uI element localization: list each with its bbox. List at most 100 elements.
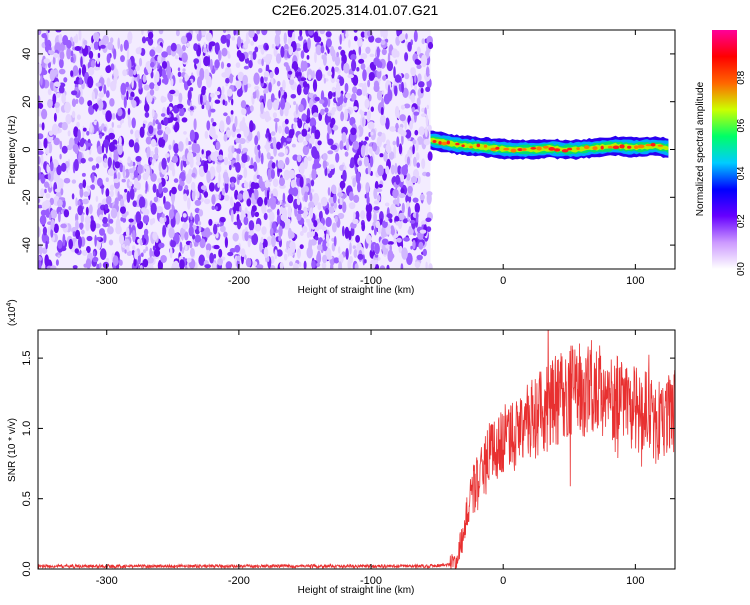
noise-speckle [264, 180, 271, 189]
noise-speckle [86, 235, 93, 242]
noise-speckle [339, 180, 346, 189]
noise-speckle [52, 93, 57, 105]
noise-speckle [251, 233, 259, 246]
noise-speckle [400, 130, 407, 137]
noise-speckle [229, 248, 236, 253]
noise-speckle [381, 132, 386, 143]
noise-speckle [38, 95, 41, 104]
x-tick-label: -200 [228, 275, 250, 287]
noise-speckle [292, 154, 299, 161]
noise-speckle [175, 212, 181, 225]
noise-speckle [392, 199, 399, 205]
x-tick-label: -300 [96, 275, 118, 287]
noise-speckle [272, 112, 277, 119]
noise-speckle [204, 264, 211, 269]
noise-speckle [366, 110, 371, 123]
noise-speckle [242, 74, 248, 86]
noise-speckle [211, 134, 218, 140]
noise-speckle [213, 223, 218, 235]
noise-speckle [38, 30, 42, 35]
noise-speckle [45, 241, 48, 250]
noise-speckle [370, 106, 374, 112]
noise-speckle [173, 124, 179, 133]
ridge-peak [490, 147, 497, 152]
noise-speckle [107, 157, 112, 168]
noise-speckle [126, 90, 129, 101]
noise-speckle [157, 54, 162, 63]
noise-speckle [416, 162, 421, 168]
noise-speckle [385, 165, 390, 175]
noise-speckle [75, 197, 78, 207]
noise-speckle [405, 33, 408, 40]
noise-speckle [160, 96, 167, 103]
noise-speckle [245, 257, 252, 268]
noise-speckle [345, 30, 349, 39]
noise-speckle [388, 151, 395, 160]
noise-speckle [290, 179, 297, 189]
noise-speckle [414, 59, 422, 65]
noise-speckle [356, 88, 363, 96]
noise-speckle [327, 168, 330, 174]
noise-speckle [407, 228, 414, 235]
noise-speckle [256, 30, 261, 35]
noise-speckle [352, 86, 358, 94]
noise-speckle [292, 262, 299, 269]
noise-speckle [386, 60, 394, 72]
noise-speckle [150, 173, 157, 182]
noise-speckle [395, 220, 400, 226]
noise-speckle [326, 242, 330, 248]
noise-speckle [50, 228, 54, 238]
noise-speckle [412, 239, 416, 250]
noise-speckle [80, 137, 85, 145]
noise-speckle [65, 113, 72, 125]
noise-speckle [57, 178, 64, 191]
noise-speckle [256, 264, 264, 269]
noise-speckle [40, 209, 47, 216]
noise-speckle [211, 205, 216, 210]
noise-speckle [120, 82, 127, 96]
noise-speckle [226, 88, 233, 97]
noise-speckle [370, 65, 377, 71]
noise-speckle [227, 151, 233, 161]
noise-speckle [93, 41, 100, 50]
noise-speckle [384, 202, 390, 207]
noise-speckle [129, 187, 135, 200]
noise-speckle [252, 51, 257, 60]
noise-speckle [79, 77, 83, 85]
noise-speckle [205, 32, 213, 42]
noise-speckle [98, 92, 105, 98]
noise-speckle [83, 263, 89, 268]
noise-speckle [379, 265, 386, 269]
noise-speckle [345, 247, 349, 260]
noise-speckle [227, 251, 234, 257]
noise-speckle [335, 81, 341, 94]
noise-speckle [386, 264, 390, 269]
noise-speckle [307, 37, 311, 50]
noise-speckle [302, 60, 308, 72]
noise-speckle [231, 145, 235, 154]
noise-speckle [287, 70, 293, 75]
noise-speckle [55, 30, 62, 33]
noise-speckle [331, 49, 336, 62]
noise-speckle [78, 30, 82, 41]
noise-speckle [236, 148, 242, 155]
noise-speckle [213, 244, 220, 250]
noise-speckle [379, 114, 386, 126]
noise-speckle [233, 30, 237, 36]
noise-speckle [311, 70, 315, 80]
noise-speckle [367, 30, 373, 37]
noise-speckle [310, 179, 315, 187]
noise-speckle [75, 219, 79, 231]
noise-speckle [104, 157, 107, 163]
noise-speckle [251, 192, 255, 205]
noise-speckle [62, 233, 66, 247]
noise-speckle [73, 158, 79, 172]
noise-speckle [376, 46, 380, 58]
noise-speckle [291, 143, 296, 148]
noise-speckle [401, 202, 405, 214]
noise-speckle [274, 66, 280, 76]
noise-speckle [322, 159, 327, 170]
noise-speckle [52, 159, 59, 168]
ridge-peak [503, 147, 510, 151]
